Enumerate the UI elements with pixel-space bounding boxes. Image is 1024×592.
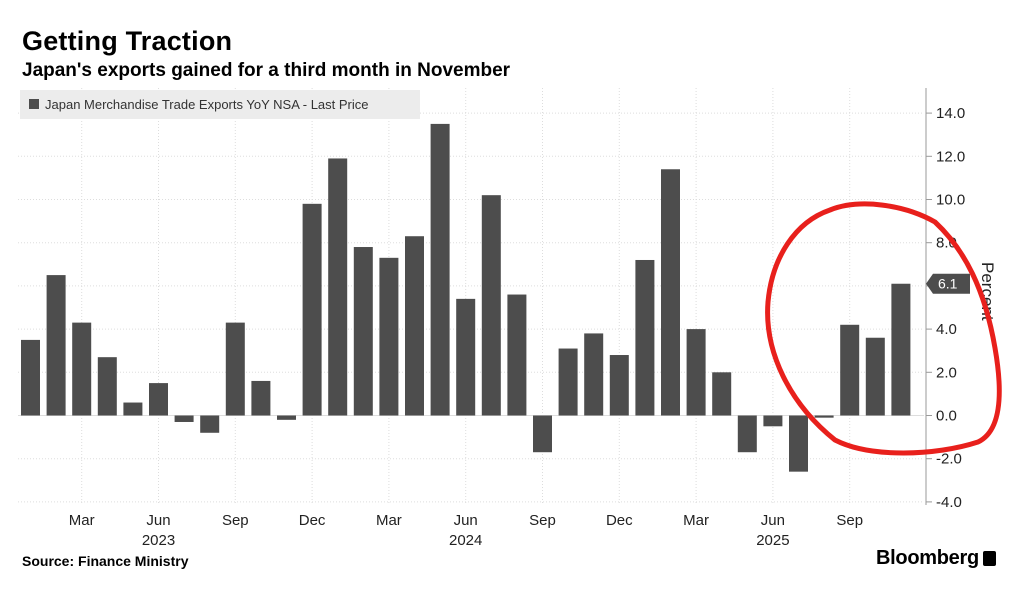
y-tick-label: -2.0 [936, 451, 962, 468]
x-tick-label: Dec [299, 512, 326, 529]
bar [635, 259, 655, 416]
y-tick-label: 2.0 [936, 364, 957, 381]
x-tick-label: Sep [836, 512, 863, 529]
chart-subtitle: Japan's exports gained for a third month… [22, 60, 511, 81]
bar [379, 257, 399, 416]
x-axis-ticks: Mar Jun Sep Dec Mar Jun Sep Dec Mar Jun Sep 2023 202… [69, 512, 863, 549]
bar [72, 322, 92, 416]
bar [149, 383, 168, 416]
x-tick-label: Dec [606, 512, 633, 529]
x-tick-label: Mar [376, 512, 402, 529]
legend-label: Japan Merchandise Trade Exports YoY NSA … [45, 97, 369, 112]
grid-lines [18, 88, 924, 505]
bar [609, 355, 629, 416]
x-tick-label: Jun [454, 512, 478, 529]
last-value-label: 6.1 [938, 276, 958, 292]
bloomberg-mark-icon [983, 551, 996, 566]
bar [123, 402, 143, 416]
bar [21, 339, 40, 416]
y-tick-label: 4.0 [936, 321, 957, 338]
bar [891, 283, 911, 416]
bar [712, 372, 732, 416]
bar [277, 415, 296, 420]
bar [251, 380, 271, 416]
bar [225, 322, 245, 416]
bar [405, 236, 424, 416]
bar [558, 348, 578, 416]
y-axis-ticks: 14.012.010.08.06.04.02.00.0-2.0-4.0 [926, 105, 965, 511]
bar [789, 415, 808, 472]
bar [481, 195, 501, 416]
bar [814, 415, 834, 418]
x-tick-label: Mar [69, 512, 95, 529]
y-tick-label: 0.0 [936, 408, 957, 425]
x-tick-label: Jun [761, 512, 785, 529]
bar [661, 169, 680, 416]
legend: Japan Merchandise Trade Exports YoY NSA … [20, 90, 420, 119]
legend-swatch [29, 99, 39, 109]
bar [840, 324, 860, 416]
bar [97, 357, 117, 416]
bar [686, 329, 706, 416]
bar [328, 158, 348, 416]
bars [21, 123, 911, 472]
bar [533, 415, 552, 453]
x-tick-label: Mar [683, 512, 709, 529]
bar [353, 247, 373, 416]
y-tick-label: -4.0 [936, 494, 962, 511]
x-year-label: 2024 [449, 532, 482, 549]
bar [456, 298, 476, 416]
bar [174, 415, 194, 422]
bar [46, 275, 66, 416]
y-tick-label: 14.0 [936, 105, 965, 122]
x-tick-label: Jun [146, 512, 170, 529]
bar [302, 203, 322, 416]
x-year-label: 2025 [756, 532, 789, 549]
bar [507, 294, 527, 416]
bloomberg-logo: Bloomberg [876, 547, 979, 569]
bar [763, 415, 783, 427]
x-tick-label: Sep [222, 512, 249, 529]
x-year-label: 2023 [142, 532, 175, 549]
y-tick-label: 10.0 [936, 192, 965, 209]
bar [737, 415, 757, 453]
last-value-badge-shape [926, 273, 970, 294]
chart-title: Getting Traction [22, 26, 233, 56]
x-tick-label: Sep [529, 512, 556, 529]
y-tick-label: 12.0 [936, 148, 965, 165]
bar [200, 415, 220, 433]
annotation-circle [765, 201, 1002, 456]
source-note: Source: Finance Ministry [22, 553, 189, 569]
bar [584, 333, 604, 416]
legend-background [20, 90, 420, 119]
bar [865, 337, 885, 416]
last-value-badge: 6.1 [926, 273, 970, 294]
bar [430, 123, 450, 416]
